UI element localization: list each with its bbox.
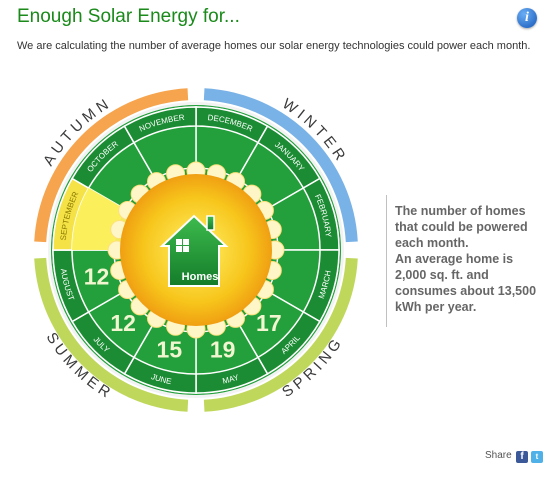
season-band-summer <box>34 257 189 412</box>
home-label: Homes <box>182 271 219 283</box>
value-april: 17 <box>256 310 282 336</box>
twitter-icon[interactable]: t <box>531 451 543 463</box>
share-label: Share <box>485 450 512 461</box>
season-band-spring <box>203 257 358 412</box>
info-text-homes: The number of homes that could be powere… <box>395 204 528 250</box>
value-august: 12 <box>84 264 110 290</box>
home-icon: Homes <box>159 214 229 287</box>
page-title: Enough Solar Energy for... <box>17 6 240 27</box>
info-panel: The number of homes that could be powere… <box>395 203 545 315</box>
sun <box>107 161 285 339</box>
page-subtitle: We are calculating the number of average… <box>17 40 531 52</box>
value-june: 15 <box>157 336 183 362</box>
info-icon[interactable]: i <box>517 8 537 28</box>
value-may: 19 <box>210 336 236 362</box>
info-text-average: An average home is 2,000 sq. ft. and con… <box>395 252 537 314</box>
season-band-winter <box>203 88 358 243</box>
value-july: 12 <box>110 310 136 336</box>
month-label-band-november <box>123 106 197 144</box>
season-band-autumn <box>34 88 189 243</box>
divider-line <box>386 195 387 327</box>
facebook-icon[interactable]: f <box>516 451 528 463</box>
